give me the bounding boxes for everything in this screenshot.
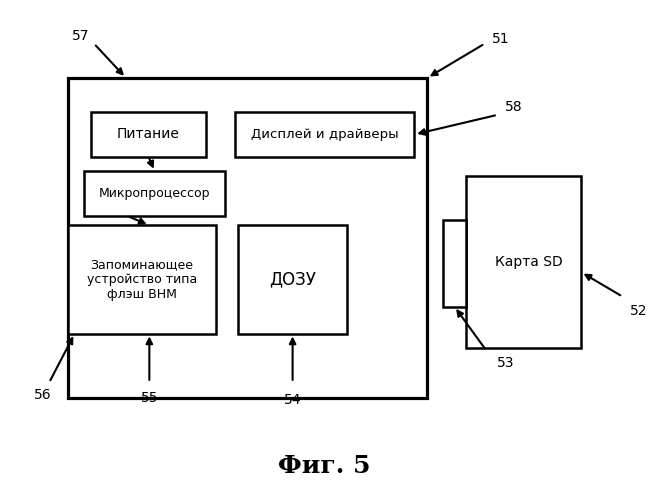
Text: Запоминающее
устройство типа
флэш ВНМ: Запоминающее устройство типа флэш ВНМ: [87, 258, 197, 301]
Bar: [443, 220, 466, 306]
Text: 54: 54: [284, 393, 301, 407]
Bar: [84, 172, 225, 216]
Text: Фиг. 5: Фиг. 5: [278, 454, 371, 478]
Text: 51: 51: [492, 32, 510, 46]
Text: ДОЗУ: ДОЗУ: [269, 270, 316, 288]
Bar: [235, 112, 415, 156]
Text: Дисплей и драйверы: Дисплей и драйверы: [251, 128, 398, 141]
Bar: [69, 226, 215, 334]
Bar: [69, 78, 427, 398]
Bar: [238, 226, 347, 334]
Text: Карта SD: Карта SD: [495, 256, 563, 270]
Text: Питание: Питание: [117, 128, 180, 141]
Text: Микропроцессор: Микропроцессор: [99, 187, 210, 200]
Text: 52: 52: [630, 304, 648, 318]
Bar: [466, 176, 581, 348]
Text: 56: 56: [34, 388, 52, 402]
Text: 57: 57: [72, 29, 90, 43]
Bar: [91, 112, 206, 156]
Text: 58: 58: [505, 100, 522, 114]
Text: 55: 55: [140, 390, 158, 404]
Text: 53: 53: [497, 356, 515, 370]
